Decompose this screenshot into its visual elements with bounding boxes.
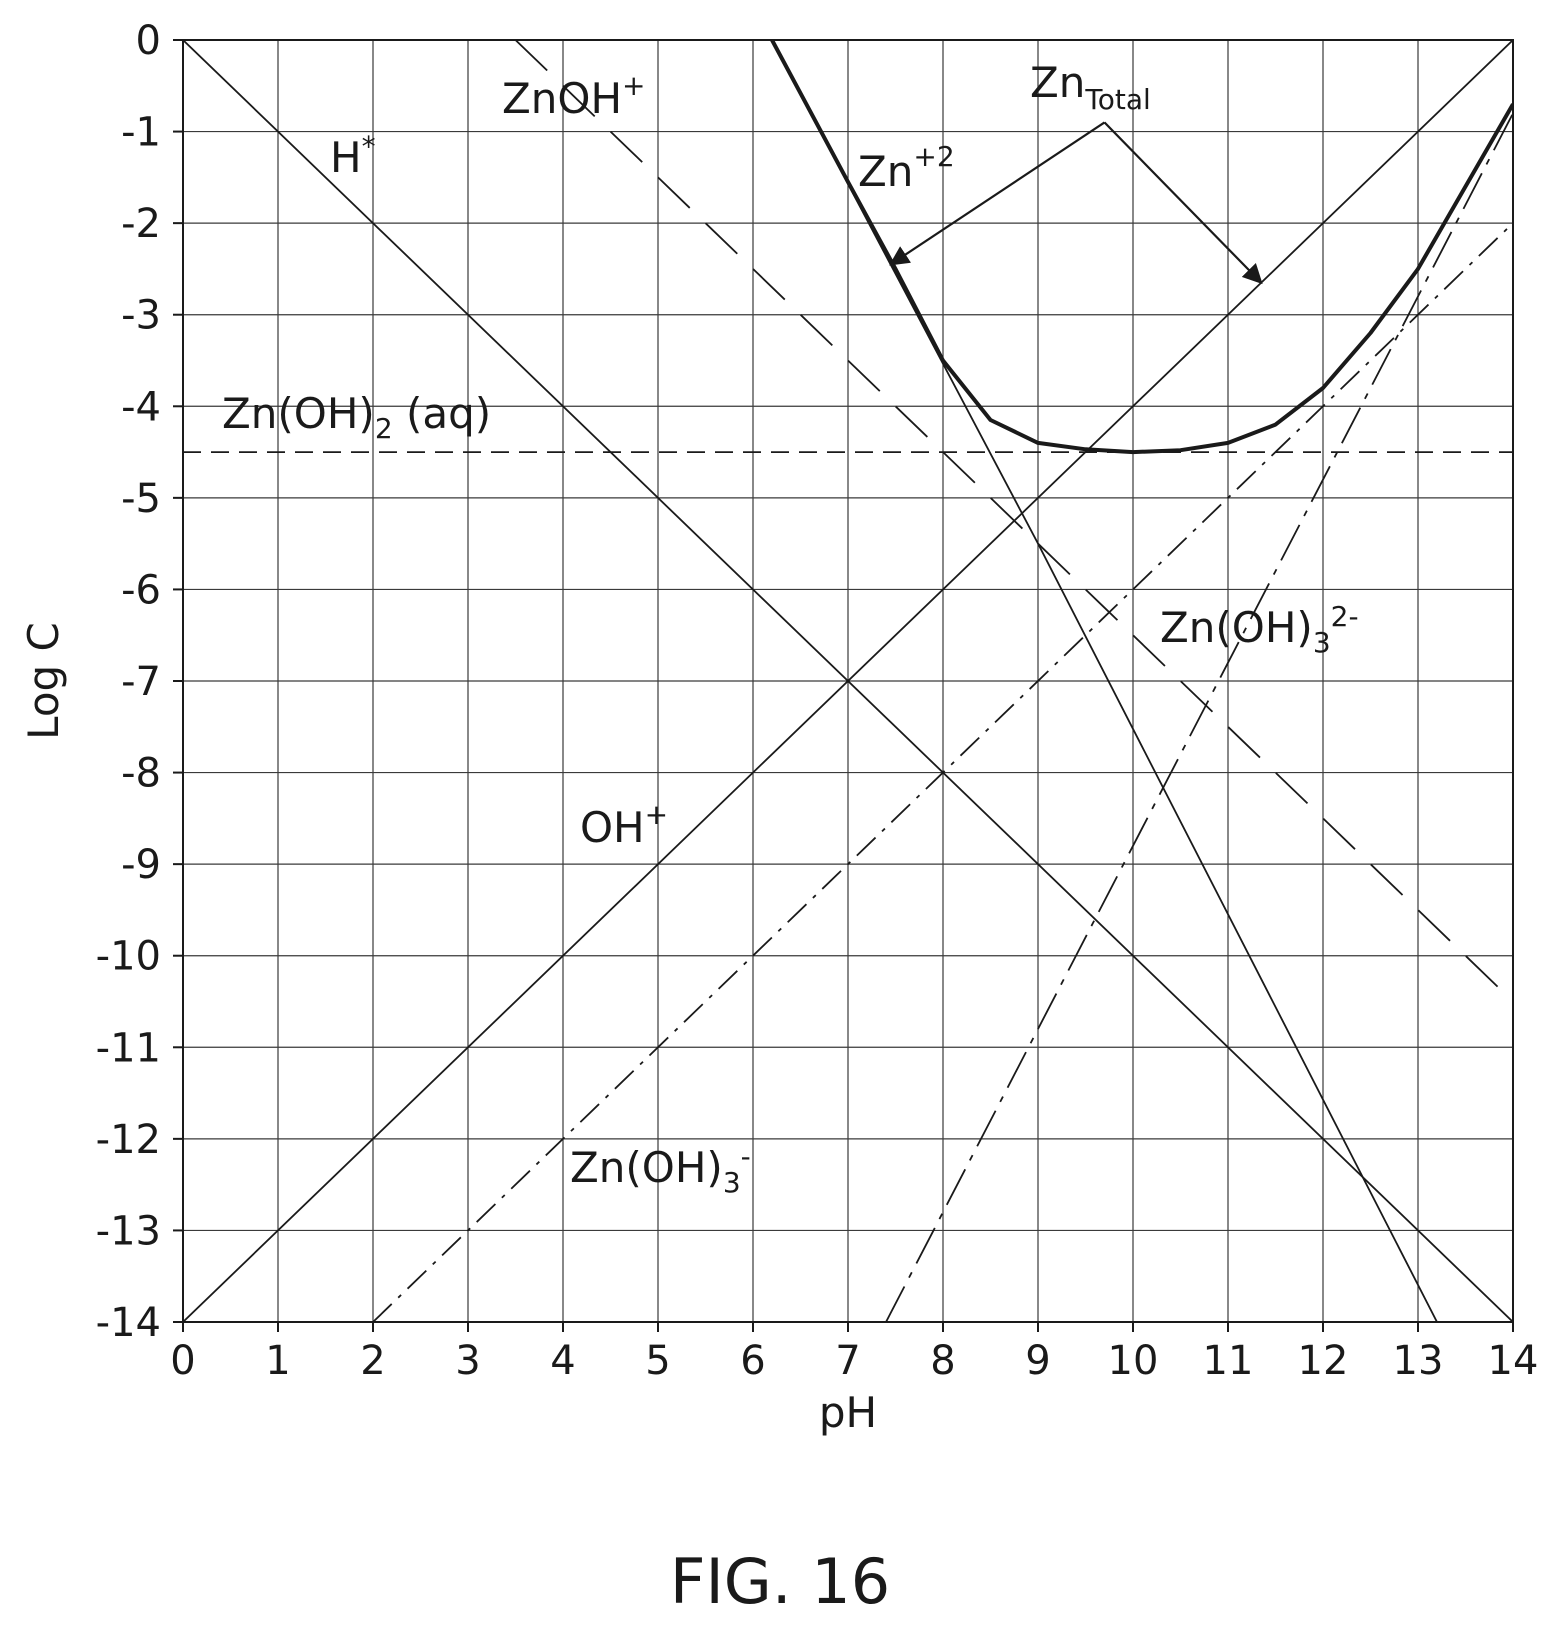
y-tick-label: -4	[121, 384, 161, 430]
y-tick-label: -8	[121, 751, 161, 797]
x-tick-label: 11	[1203, 1338, 1254, 1384]
x-tick-label: 5	[645, 1338, 670, 1384]
series-layer	[183, 40, 1513, 1322]
x-tick-label: 13	[1393, 1338, 1444, 1384]
zn-total-arrow-0	[889, 121, 1106, 266]
x-tick-label: 12	[1298, 1338, 1349, 1384]
x-tick-label: 1	[265, 1338, 290, 1384]
series-line-7	[770, 40, 1513, 455]
label-znoh3-minus: Zn(OH)3-	[570, 1140, 751, 1199]
series-line-5	[372, 222, 1513, 1322]
series-line-6	[885, 112, 1513, 1322]
y-tick-label: -14	[96, 1300, 161, 1346]
y-tick-label: -6	[121, 567, 161, 613]
x-tick-label: 14	[1488, 1338, 1539, 1384]
label-znoh2-aq: Zn(OH)2 (aq)	[222, 389, 491, 445]
y-tick-label: -2	[121, 201, 161, 247]
x-tick-label: 7	[835, 1338, 860, 1384]
series-line-1	[183, 40, 1513, 1322]
series-line-3	[514, 40, 1513, 1003]
y-tick-label: -10	[96, 934, 161, 980]
y-axis-label: Log C	[19, 622, 68, 740]
y-tick-label: -12	[96, 1117, 161, 1163]
x-tick-label: 9	[1025, 1338, 1050, 1384]
label-zn-total: ZnTotal	[1030, 58, 1151, 116]
y-tick-label: -5	[121, 476, 161, 522]
label-oh: OH+	[580, 798, 668, 852]
y-tick-label: -11	[96, 1025, 161, 1071]
y-tick-label: -1	[121, 110, 161, 156]
y-tick-label: -7	[121, 659, 161, 705]
figure-caption: FIG. 16	[669, 1545, 891, 1618]
label-znoh3-2minus: Zn(OH)32-	[1160, 600, 1359, 659]
x-tick-label: 3	[455, 1338, 480, 1384]
zn-total-arrow-1	[1103, 121, 1263, 285]
label-zn2: Zn+2	[858, 140, 955, 196]
x-tick-label: 10	[1108, 1338, 1159, 1384]
grid-lines	[182, 39, 1514, 1323]
zn-total-arrows	[889, 121, 1263, 285]
y-tick-label: -9	[121, 842, 161, 888]
x-tick-label: 8	[930, 1338, 955, 1384]
label-h-plus: H*	[330, 130, 376, 182]
y-tick-label: 0	[136, 18, 161, 64]
y-tick-label: -13	[96, 1208, 161, 1254]
x-tick-label: 0	[170, 1338, 195, 1384]
x-axis-label: pH	[819, 1388, 877, 1437]
x-axis-ticks: 0 1 2 3 4 5 6 7 8 9 10 11 12 13 14	[170, 1322, 1538, 1384]
y-tick-label: -3	[121, 293, 161, 339]
label-znoh: ZnOH+	[502, 69, 646, 123]
y-axis-ticks: 0 -1 -2 -3 -4 -5 -6 -7 -8 -9 -10 -11 -12 -13 -14	[96, 18, 183, 1346]
x-tick-label: 6	[740, 1338, 765, 1384]
x-tick-label: 2	[360, 1338, 385, 1384]
x-tick-label: 4	[550, 1338, 575, 1384]
